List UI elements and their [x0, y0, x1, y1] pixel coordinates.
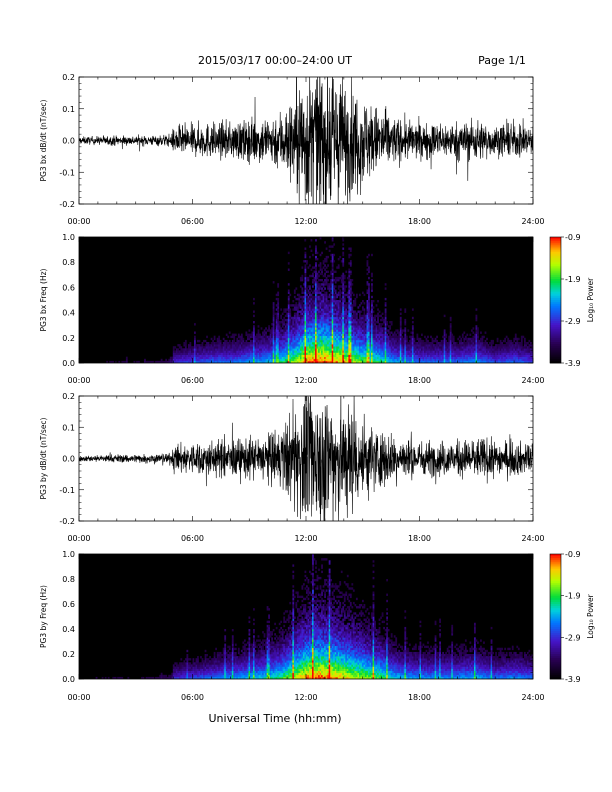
y-tick-label: -0.1	[59, 486, 75, 495]
colorbar-tick-label: -1.9	[565, 592, 581, 601]
colorbar-tick-label: -2.9	[565, 317, 581, 326]
x-tick-label: 06:00	[181, 376, 204, 385]
colorbar-tick-label: -0.9	[565, 233, 581, 242]
panel-3: 00:00 06:00 12:00 18:00 24:00 0.2 0.1 0.0 -0.1 -0…	[39, 392, 545, 543]
x-tick-label: 12:00	[294, 376, 317, 385]
x-tick-label: 24:00	[521, 376, 544, 385]
panel-2: -0.9 -1.9 -2.9 -3.9 Log₁₀ Power 00:00 06:00 12:…	[39, 233, 595, 385]
x-axis-label: Universal Time (hh:mm)	[209, 712, 342, 725]
y-axis-label: PG3 by dB/dt (nT/sec)	[39, 417, 48, 499]
x-tick-label: 00:00	[67, 217, 90, 226]
y-tick-label: 0.1	[62, 105, 75, 114]
y-tick-label: 0.8	[62, 258, 75, 267]
y-tick-label: 0.0	[62, 675, 75, 684]
spectrogram-cells	[106, 237, 533, 363]
figure-title: 2015/03/17 00:00–24:00 UT	[198, 54, 352, 67]
y-tick-label: -0.2	[59, 200, 75, 209]
y-tick-label: -0.1	[59, 168, 75, 177]
panel-4: -0.9 -1.9 -2.9 -3.9 Log₁₀ Power 00:00 06:00 12:…	[39, 550, 595, 702]
y-tick-label: 0.2	[62, 73, 75, 82]
series-line	[79, 396, 533, 521]
y-axis-label: PG3 bx dB/dt (nT/sec)	[39, 99, 48, 181]
y-axis-label: PG3 by Freq (Hz)	[39, 585, 48, 648]
x-tick-label: 06:00	[181, 217, 204, 226]
y-tick-label: 0.4	[62, 625, 75, 634]
y-tick-label: 0.0	[62, 455, 75, 464]
y-axis-label: PG3 bx Freq (Hz)	[39, 268, 48, 331]
y-tick-label: 0.0	[62, 359, 75, 368]
x-tick-label: 00:00	[67, 693, 90, 702]
y-tick-label: 0.8	[62, 575, 75, 584]
x-tick-label: 18:00	[408, 693, 431, 702]
x-tick-label: 24:00	[521, 534, 544, 543]
series-line	[79, 77, 533, 204]
colorbar-tick-label: -2.9	[565, 633, 581, 642]
y-tick-label: 0.2	[62, 334, 75, 343]
x-tick-label: 12:00	[294, 534, 317, 543]
x-tick-label: 06:00	[181, 534, 204, 543]
panel-1: 00:00 06:00 12:00 18:00 24:00 0.2 0.1 0.0 -0.1 -0…	[39, 73, 545, 226]
y-tick-label: 0.6	[62, 283, 75, 292]
x-tick-label: 00:00	[67, 376, 90, 385]
x-tick-label: 18:00	[408, 534, 431, 543]
y-tick-label: 0.4	[62, 309, 75, 318]
y-tick-label: 1.0	[62, 550, 75, 559]
y-tick-label: -0.2	[59, 517, 75, 526]
page-indicator: Page 1/1	[478, 54, 526, 67]
x-tick-label: 12:00	[294, 217, 317, 226]
y-tick-label: 0.6	[62, 600, 75, 609]
colorbar-tick-label: -1.9	[565, 275, 581, 284]
colorbar-label: Log₁₀ Power	[586, 593, 595, 638]
colorbar-tick-label: -3.9	[565, 675, 581, 684]
y-tick-label: 0.1	[62, 423, 75, 432]
y-tick-label: 1.0	[62, 233, 75, 242]
colorbar: -0.9 -1.9 -2.9 -3.9 Log₁₀ Power	[549, 233, 595, 368]
y-tick-label: 0.2	[62, 650, 75, 659]
y-tick-label: 0.2	[62, 392, 75, 401]
colorbar-tick-label: -0.9	[565, 550, 581, 559]
panels: 00:00 06:00 12:00 18:00 24:00 0.2 0.1 0.0 -0.1 -0…	[39, 73, 595, 702]
x-tick-label: 24:00	[521, 693, 544, 702]
x-tick-label: 12:00	[294, 693, 317, 702]
colorbar-tick-label: -3.9	[565, 359, 581, 368]
colorbar-label: Log₁₀ Power	[586, 277, 595, 322]
x-tick-label: 18:00	[408, 217, 431, 226]
colorbar: -0.9 -1.9 -2.9 -3.9 Log₁₀ Power	[549, 550, 595, 684]
x-tick-label: 18:00	[408, 376, 431, 385]
y-tick-label: 0.0	[62, 137, 75, 146]
x-tick-label: 24:00	[521, 217, 544, 226]
spectrogram-cells	[95, 554, 533, 679]
x-tick-label: 00:00	[67, 534, 90, 543]
x-tick-label: 06:00	[181, 693, 204, 702]
